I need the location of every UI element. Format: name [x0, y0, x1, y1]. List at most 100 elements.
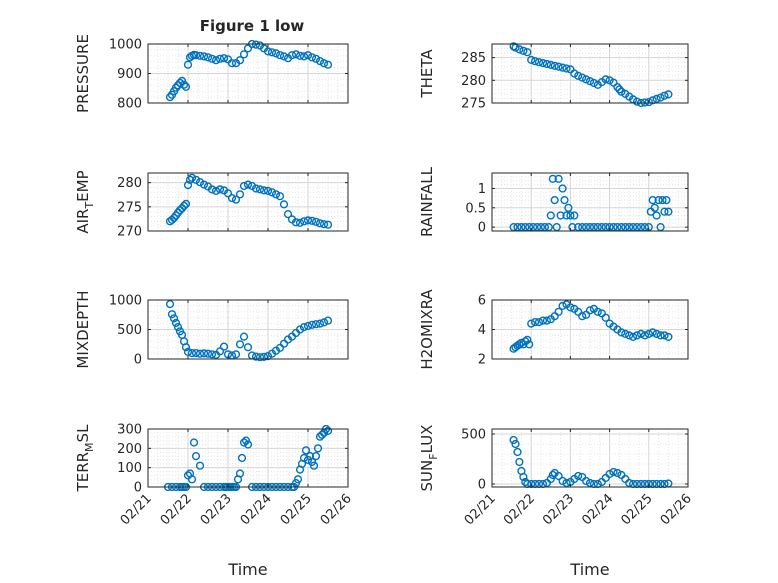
data-point	[259, 186, 269, 195]
data-point	[235, 56, 245, 65]
data-point	[601, 313, 610, 322]
data-point	[241, 436, 251, 445]
data-point	[562, 478, 571, 488]
data-point	[560, 196, 569, 205]
data-point	[177, 204, 187, 213]
data-point	[550, 196, 559, 205]
data-point	[601, 75, 610, 84]
data-point	[652, 211, 661, 220]
data-point	[301, 446, 311, 455]
data-point	[625, 478, 634, 488]
data-point	[589, 78, 599, 88]
data-point	[632, 97, 642, 106]
y-tick-label: 275	[461, 97, 486, 112]
data-point	[309, 461, 319, 470]
data-point	[199, 52, 209, 61]
data-point	[323, 426, 333, 436]
data-point	[664, 207, 673, 216]
data-point	[640, 331, 650, 340]
data-point	[323, 60, 333, 69]
data-point	[191, 175, 201, 184]
figure-title: Figure 1 low	[200, 17, 305, 35]
data-point	[550, 61, 559, 70]
subplot-6: 2 4 6 H2OMIXRA	[418, 289, 689, 370]
data-point	[167, 215, 177, 225]
y-tick-label: 500	[117, 323, 142, 338]
data-point	[648, 328, 657, 337]
data-point	[165, 300, 175, 309]
y-axis-label: PRESSURE	[74, 34, 92, 113]
subplot-5: 0 500 1000 MIXDEPTH	[74, 290, 349, 369]
y-tick-label: 1000	[109, 294, 142, 309]
y-tick-label: 0	[478, 221, 486, 236]
data-point	[173, 208, 183, 217]
data-point	[219, 342, 229, 351]
axes-frame	[147, 428, 349, 488]
data-point	[570, 211, 579, 220]
data-point	[215, 54, 225, 63]
data-point	[662, 196, 671, 205]
y-axis-label: SUNFLUX	[418, 425, 440, 492]
data-point	[231, 350, 241, 359]
y-tick-label: 1000	[109, 38, 142, 53]
data-point	[279, 52, 289, 61]
data-point	[303, 51, 313, 60]
data-point	[271, 49, 281, 58]
data-point	[215, 347, 225, 356]
data-point	[558, 184, 567, 193]
data-point	[566, 211, 575, 220]
data-point	[519, 46, 528, 55]
data-point	[187, 173, 197, 182]
data-point	[542, 316, 552, 325]
y-tick-label: 1	[478, 182, 486, 197]
y-tick-label: 2	[478, 353, 486, 368]
data-point	[546, 60, 555, 70]
data-point	[585, 306, 595, 315]
x-axis-label: Time	[227, 560, 267, 579]
y-tick-label: 300	[117, 423, 142, 438]
data-point	[566, 303, 575, 312]
data-point	[513, 447, 522, 457]
data-point	[185, 175, 195, 184]
data-point	[515, 45, 524, 54]
data-point	[534, 318, 544, 327]
y-tick-label: 0	[134, 353, 142, 368]
data-point	[615, 85, 624, 94]
data-point	[223, 189, 233, 198]
data-point	[574, 71, 583, 80]
data-point	[211, 186, 221, 196]
data-point	[578, 312, 587, 321]
y-axis-label: MIXDEPTH	[74, 290, 92, 368]
x-axis-label: Time	[569, 560, 609, 579]
data-point	[181, 199, 191, 209]
data-point	[323, 316, 333, 325]
data-point	[195, 51, 205, 60]
data-point	[581, 75, 591, 84]
data-point	[191, 349, 201, 358]
data-point	[191, 51, 201, 60]
data-point	[530, 318, 540, 327]
data-point	[291, 218, 301, 227]
data-point	[523, 335, 532, 344]
data-point	[207, 54, 217, 63]
data-point	[319, 220, 329, 229]
data-point	[267, 48, 277, 57]
data-point	[311, 217, 321, 226]
data-point	[187, 349, 197, 358]
data-point	[247, 181, 257, 191]
y-axis-label: H2OMIXRA	[418, 289, 436, 370]
data-point	[259, 352, 269, 362]
data-point	[219, 54, 229, 63]
data-point	[628, 332, 638, 342]
y-axis-label: AIRTEMP	[74, 170, 96, 233]
y-tick-label: 800	[117, 97, 142, 112]
data-point	[175, 78, 185, 88]
data-point	[239, 50, 249, 59]
data-point	[169, 314, 179, 323]
data-point	[554, 174, 563, 183]
data-point	[632, 331, 642, 340]
data-point	[235, 190, 245, 199]
data-point	[303, 216, 313, 225]
data-point	[195, 178, 205, 187]
